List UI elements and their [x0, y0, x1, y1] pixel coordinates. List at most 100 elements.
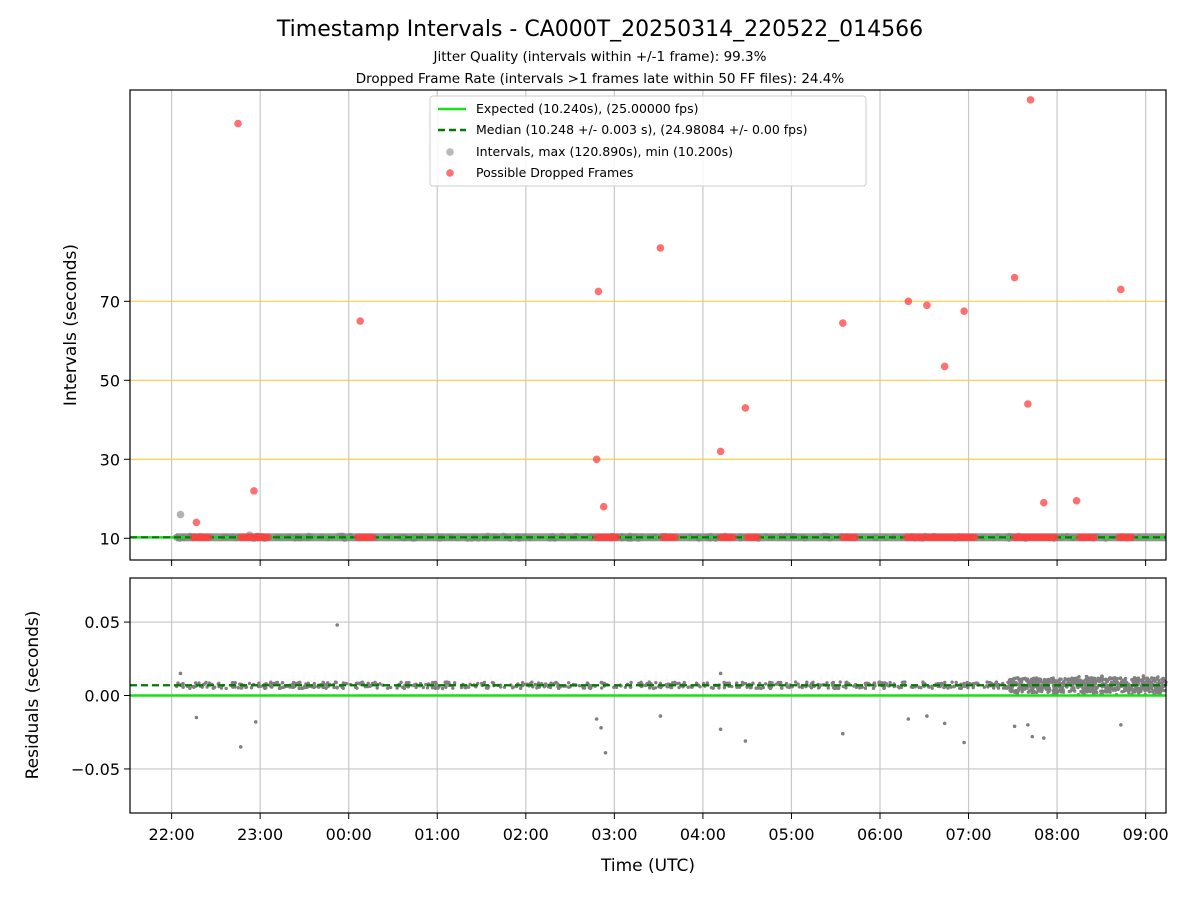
residual-point — [793, 680, 798, 684]
residual-point — [354, 685, 358, 690]
residual-point — [756, 686, 760, 690]
residual-point — [896, 684, 900, 689]
top-y-tick-label: 50 — [100, 371, 120, 390]
residual-point — [1146, 688, 1151, 692]
residual-point — [386, 686, 390, 690]
residual-point — [864, 683, 868, 688]
legend-box — [429, 95, 867, 187]
legend-intervals-label: Intervals, max (120.890s), min (10.200s) — [476, 144, 733, 159]
residual-point — [297, 686, 301, 691]
residual-point — [1113, 680, 1117, 684]
x-tick-label: 03:00 — [591, 825, 637, 844]
residual-outlier-point — [599, 726, 603, 730]
residual-point — [1149, 682, 1154, 686]
residual-point — [735, 685, 739, 689]
residual-point — [888, 680, 892, 685]
residual-point — [402, 686, 407, 691]
residual-point — [239, 686, 244, 690]
residual-point — [1081, 689, 1085, 693]
residual-outlier-point — [603, 750, 608, 755]
residual-point — [1028, 684, 1032, 688]
bottom-panel-x-ticks: 22:00 23:00 00:00 01:00 02:00 03:00 04:00 05:00… — [149, 813, 1169, 844]
residual-point — [433, 684, 437, 689]
residual-point — [1117, 686, 1121, 691]
dropped-frame-point — [612, 533, 621, 542]
residual-point — [975, 681, 979, 685]
bottom-panel-points — [174, 623, 1168, 755]
residual-point — [1143, 689, 1147, 693]
legend-median-label: Median (10.248 +/- 0.003 s), (24.98084 +… — [476, 122, 807, 137]
residual-point — [1145, 676, 1150, 680]
residual-point — [334, 680, 338, 685]
residual-point — [511, 685, 516, 689]
residual-point — [1150, 689, 1155, 694]
residual-point — [388, 685, 393, 690]
residual-point — [1040, 688, 1044, 692]
residual-point — [1118, 676, 1123, 681]
residual-point — [826, 686, 830, 690]
top-y-tick-label: 30 — [100, 450, 120, 469]
residual-point — [1148, 678, 1152, 682]
residual-point — [280, 681, 285, 685]
residual-point — [1154, 686, 1158, 691]
residual-point — [191, 684, 195, 689]
legend: Expected (10.240s), (25.00000 fps) Media… — [429, 95, 867, 187]
residual-point — [763, 682, 768, 686]
residual-point — [312, 685, 316, 690]
residual-point — [341, 681, 346, 685]
legend-expected-label: Expected (10.240s), (25.00000 fps) — [476, 101, 698, 116]
residual-point — [436, 685, 440, 689]
residual-point — [395, 686, 399, 690]
residual-point — [730, 684, 734, 689]
residual-point — [549, 681, 553, 685]
residual-point — [1156, 690, 1160, 694]
residual-point — [1020, 679, 1024, 683]
residual-point — [780, 686, 784, 690]
residual-point — [962, 681, 966, 686]
residual-point — [996, 686, 1001, 690]
residual-point — [212, 685, 217, 689]
residual-point — [677, 685, 681, 690]
residual-point — [236, 686, 240, 690]
residual-point — [1055, 680, 1059, 684]
residual-point — [1078, 678, 1083, 683]
residual-point — [556, 682, 560, 686]
residual-point — [1038, 679, 1042, 683]
residual-outlier-point — [658, 714, 663, 718]
residual-point — [345, 682, 349, 686]
legend-intervals-swatch — [446, 148, 454, 156]
residual-point — [1122, 689, 1126, 693]
residual-point — [745, 685, 749, 689]
top-panel-x-ticks — [171, 560, 1147, 566]
residual-point — [1067, 689, 1071, 694]
dropped-frame-point — [356, 317, 365, 325]
residual-point — [1068, 677, 1072, 682]
residual-point — [257, 681, 261, 685]
residual-point — [811, 680, 815, 685]
residual-point — [1094, 689, 1098, 693]
residual-point — [1152, 676, 1157, 680]
residual-point — [373, 680, 377, 685]
residual-point — [262, 685, 266, 690]
x-tick-label: 07:00 — [945, 825, 991, 844]
x-tick-label: 00:00 — [326, 825, 372, 844]
residual-point — [785, 685, 790, 689]
residual-point — [291, 680, 296, 685]
interval-point — [176, 510, 185, 519]
residual-point — [1155, 677, 1160, 682]
residual-point — [312, 681, 317, 686]
residual-point — [424, 682, 428, 687]
residual-point — [768, 686, 773, 691]
residual-point — [612, 685, 616, 690]
residual-point — [1092, 676, 1097, 681]
residual-point — [414, 685, 418, 690]
residual-point — [751, 681, 755, 685]
residual-point — [518, 686, 523, 691]
dropped-frame-point — [1090, 533, 1098, 542]
dropped-frame-point — [1024, 400, 1032, 408]
residual-point — [1065, 678, 1070, 682]
residual-point — [249, 686, 254, 690]
top-panel-y-ticks: 10 30 50 70 — [100, 292, 130, 548]
dropped-frame-point — [923, 301, 931, 310]
